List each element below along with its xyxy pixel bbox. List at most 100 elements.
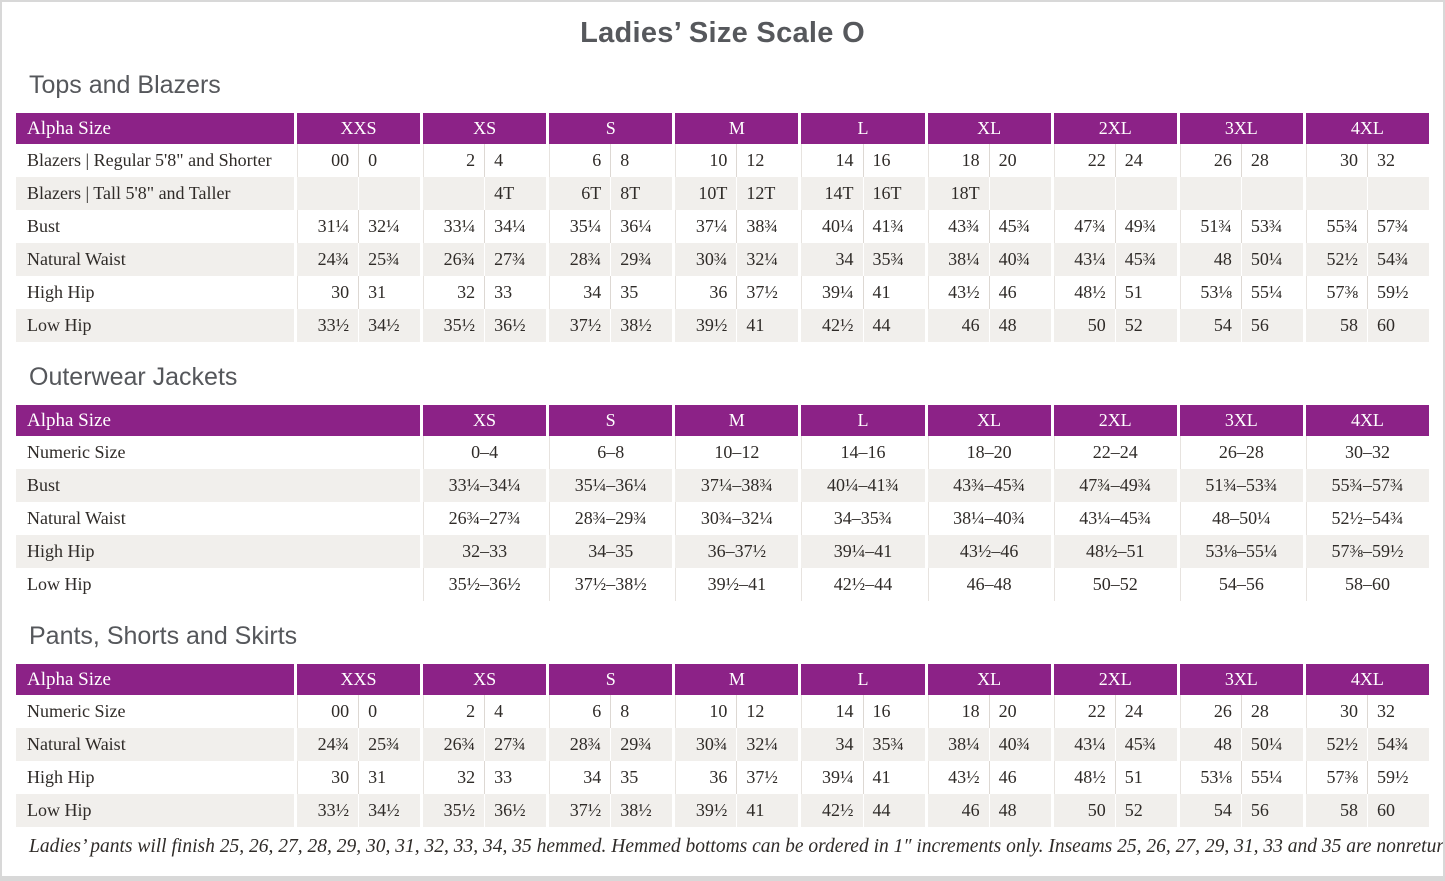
table-cell: 30¾–32¼: [672, 502, 798, 535]
table-header-row: Alpha Size XXS XS S M L XL 2XL 3XL 4XL: [16, 113, 1429, 144]
table-cell: 32: [457, 767, 476, 787]
table-cell: 30: [331, 282, 350, 302]
size-group-cell: 24¾ 25¾: [294, 728, 420, 761]
table-cell: 12T: [736, 177, 798, 210]
size-group-cell: 37¼ 38¾: [672, 210, 798, 243]
table-cell: 41: [862, 276, 925, 309]
table-cell: 52½–54¾: [1302, 502, 1429, 535]
size-group-cell: 00 0: [294, 144, 420, 177]
table-cell: 6–8: [546, 436, 672, 469]
table-cell: 10T: [698, 183, 728, 203]
table-cell: 25¾: [358, 243, 420, 276]
table-row: Bust 31¼ 32¼ 33¼ 34¼ 35¼ 36¼ 37¼ 38¾ 40¼ 41¾ 43¾ 45¾…: [16, 210, 1429, 243]
size-group-cell: 18T: [924, 177, 1051, 210]
table-cell: 39¼: [822, 282, 854, 302]
size-group-cell: 4T: [420, 177, 546, 210]
size-group-cell: 14T 16T: [798, 177, 924, 210]
table-cell: 35½: [443, 800, 476, 820]
table-cell: 43½: [948, 767, 980, 787]
size-group-cell: 32 33: [420, 276, 546, 309]
size-group-cell: 34 35¾: [798, 728, 924, 761]
table-cell: 32¼: [358, 210, 420, 243]
row-label: Natural Waist: [27, 508, 126, 528]
table-cell: 38½: [610, 794, 672, 827]
table-cell: 12: [736, 695, 798, 728]
size-column-header: 3XL: [1176, 664, 1303, 695]
table-cell: 58: [1339, 800, 1358, 820]
row-label: High Hip: [27, 767, 95, 787]
size-group-cell: 22 24: [1050, 695, 1177, 728]
table-cell: 28: [1240, 695, 1303, 728]
table-row: Bust 33¼–34¼ 35¼–36¼ 37¼–38¾ 40¼–41¾ 43¾–45¾ 4…: [16, 469, 1429, 502]
table-cell: 46: [988, 276, 1051, 309]
row-label: Low Hip: [27, 574, 92, 594]
table-cell: 30¾: [695, 734, 728, 754]
size-group-cell: 30 32: [1302, 695, 1429, 728]
table-cell: 26–28: [1176, 436, 1303, 469]
table-cell: 20: [988, 144, 1051, 177]
table-cell: 22: [1087, 150, 1106, 170]
size-group-cell: 24¾ 25¾: [294, 243, 420, 276]
table-cell: 57¾: [1366, 210, 1429, 243]
table-cell: 52: [1114, 794, 1177, 827]
size-group-cell: 46 48: [924, 794, 1051, 827]
size-group-cell: 28¾ 29¾: [546, 728, 672, 761]
table-cell: 48½–51: [1050, 535, 1177, 568]
size-column-header: 3XL: [1176, 113, 1303, 144]
table-cell: [1240, 177, 1303, 210]
size-group-cell: 48½ 51: [1050, 276, 1177, 309]
table-cell: 48½: [1074, 282, 1106, 302]
size-group-cell: 39¼ 41: [798, 761, 924, 794]
size-group-cell: 51¾ 53¾: [1176, 210, 1303, 243]
table-cell: 55¼: [1240, 276, 1303, 309]
size-group-cell: 30¾ 32¼: [672, 728, 798, 761]
table-cell: 00: [331, 701, 350, 721]
size-column-header: 4XL: [1302, 664, 1429, 695]
table-cell: [1306, 177, 1367, 210]
page-title: Ladies’ Size Scale O: [580, 17, 865, 49]
table-cell: 39½: [695, 800, 728, 820]
table-cell: 43¾: [948, 216, 980, 236]
table-cell: 35¼–36¼: [546, 469, 672, 502]
table-cell: 35: [610, 276, 672, 309]
size-column-header: S: [546, 405, 673, 436]
table-cell: 38¾: [736, 210, 798, 243]
table-cell: 31: [358, 761, 420, 794]
table-cell: 34: [835, 734, 854, 754]
size-group-cell: 22 24: [1050, 144, 1177, 177]
table-cell: 57⅜: [1326, 282, 1358, 302]
size-column-header: S: [546, 664, 673, 695]
size-group-cell: 36 37½: [672, 276, 798, 309]
table-cell: 39½: [695, 315, 728, 335]
table-cell: 50: [1087, 800, 1106, 820]
table-cell: [1054, 177, 1115, 210]
table-cell: 43¾–45¾: [924, 469, 1051, 502]
table-header-row: Alpha Size XS S M L XL 2XL 3XL 4XL: [16, 405, 1429, 436]
table-cell: 34: [835, 249, 854, 269]
footnote: Ladies’ pants will finish 25, 26, 27, 28…: [29, 836, 1445, 857]
size-group-cell: 53⅛ 55¼: [1176, 276, 1303, 309]
size-column-header: 2XL: [1050, 113, 1177, 144]
size-group-cell: 39½ 41: [672, 794, 798, 827]
table-cell: 34½: [358, 794, 420, 827]
size-group-cell: 42½ 44: [798, 309, 924, 342]
table-cell: 55¾: [1326, 216, 1358, 236]
table-cell: 46: [988, 761, 1051, 794]
size-group-cell: 14 16: [798, 695, 924, 728]
row-label: Natural Waist: [27, 249, 126, 269]
alpha-size-header: Alpha Size: [16, 664, 294, 695]
table-cell: 44: [862, 309, 925, 342]
table-cell: 50¼: [1240, 728, 1303, 761]
size-group-cell: 43½ 46: [924, 761, 1051, 794]
table-cell: 60: [1366, 309, 1429, 342]
size-group-cell: 48 50¼: [1176, 728, 1303, 761]
table-cell: 0: [358, 695, 420, 728]
table-cell: 38¼–40¾: [924, 502, 1051, 535]
table-cell: 28¾–29¾: [546, 502, 672, 535]
table-cell: 41: [862, 761, 925, 794]
table-cell: 48: [1213, 249, 1232, 269]
table-cell: 43½: [948, 282, 980, 302]
table-cell: 39½–41: [672, 568, 798, 601]
